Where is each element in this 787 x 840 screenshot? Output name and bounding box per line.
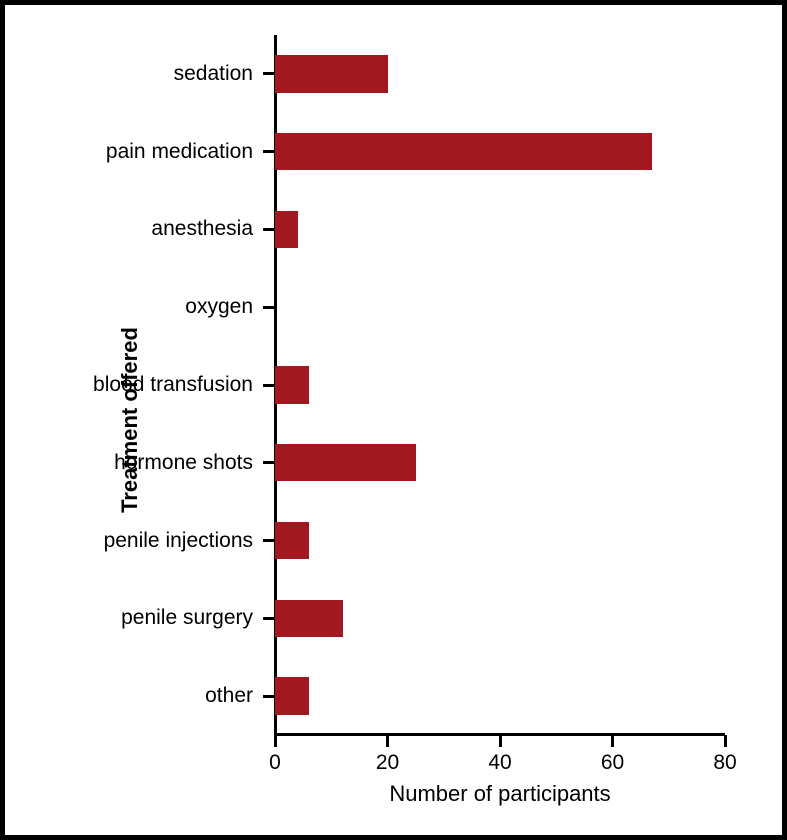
x-tick [386,735,389,747]
category-label: other [205,684,275,708]
x-tick-label: 20 [376,751,399,775]
category-label: anesthesia [151,217,275,241]
category-label: oxygen [185,295,275,319]
plot-area: Number of participants sedationpain medi… [275,35,725,735]
y-axis-title: Treatment offered [117,327,143,513]
bar [275,133,652,170]
bar [275,600,343,637]
chart-frame: Treatment offered Number of participants… [0,0,787,840]
bar [275,55,388,92]
category-label: penile injections [104,529,275,553]
bar [275,677,309,714]
x-tick-label: 80 [713,751,736,775]
bar [275,522,309,559]
x-tick [499,735,502,747]
category-label: pain medication [106,140,275,164]
category-label: hormone shots [114,451,275,475]
x-tick-label: 60 [601,751,624,775]
category-label: sedation [174,62,275,86]
bar [275,366,309,403]
bar [275,444,416,481]
x-tick-label: 40 [488,751,511,775]
x-tick [274,735,277,747]
category-label: blood transfusion [93,373,275,397]
x-tick [611,735,614,747]
bar [275,211,298,248]
category-label: penile surgery [121,606,275,630]
x-axis-title: Number of participants [389,781,610,807]
x-tick-label: 0 [269,751,281,775]
x-tick [724,735,727,747]
